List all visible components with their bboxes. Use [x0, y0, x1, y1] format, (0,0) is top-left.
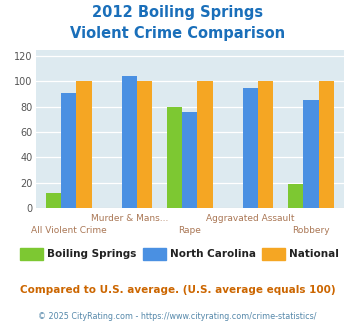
Bar — [137, 81, 152, 208]
Text: Rape: Rape — [179, 226, 201, 235]
Text: Aggravated Assault: Aggravated Assault — [206, 214, 295, 223]
Text: Violent Crime Comparison: Violent Crime Comparison — [70, 26, 285, 41]
Text: 2012 Boiling Springs: 2012 Boiling Springs — [92, 5, 263, 20]
Bar — [61, 93, 76, 208]
Bar — [319, 81, 334, 208]
Bar — [288, 184, 304, 208]
Bar — [167, 107, 182, 208]
Bar — [182, 112, 197, 208]
Text: Murder & Mans...: Murder & Mans... — [91, 214, 168, 223]
Text: Robbery: Robbery — [292, 226, 330, 235]
Bar — [122, 76, 137, 208]
Bar — [76, 81, 92, 208]
Legend: Boiling Springs, North Carolina, National: Boiling Springs, North Carolina, Nationa… — [16, 244, 343, 264]
Text: All Violent Crime: All Violent Crime — [31, 226, 107, 235]
Text: Compared to U.S. average. (U.S. average equals 100): Compared to U.S. average. (U.S. average … — [20, 285, 335, 295]
Text: © 2025 CityRating.com - https://www.cityrating.com/crime-statistics/: © 2025 CityRating.com - https://www.city… — [38, 312, 317, 321]
Bar — [46, 193, 61, 208]
Bar — [304, 100, 319, 208]
Bar — [258, 81, 273, 208]
Bar — [197, 81, 213, 208]
Bar — [243, 87, 258, 208]
